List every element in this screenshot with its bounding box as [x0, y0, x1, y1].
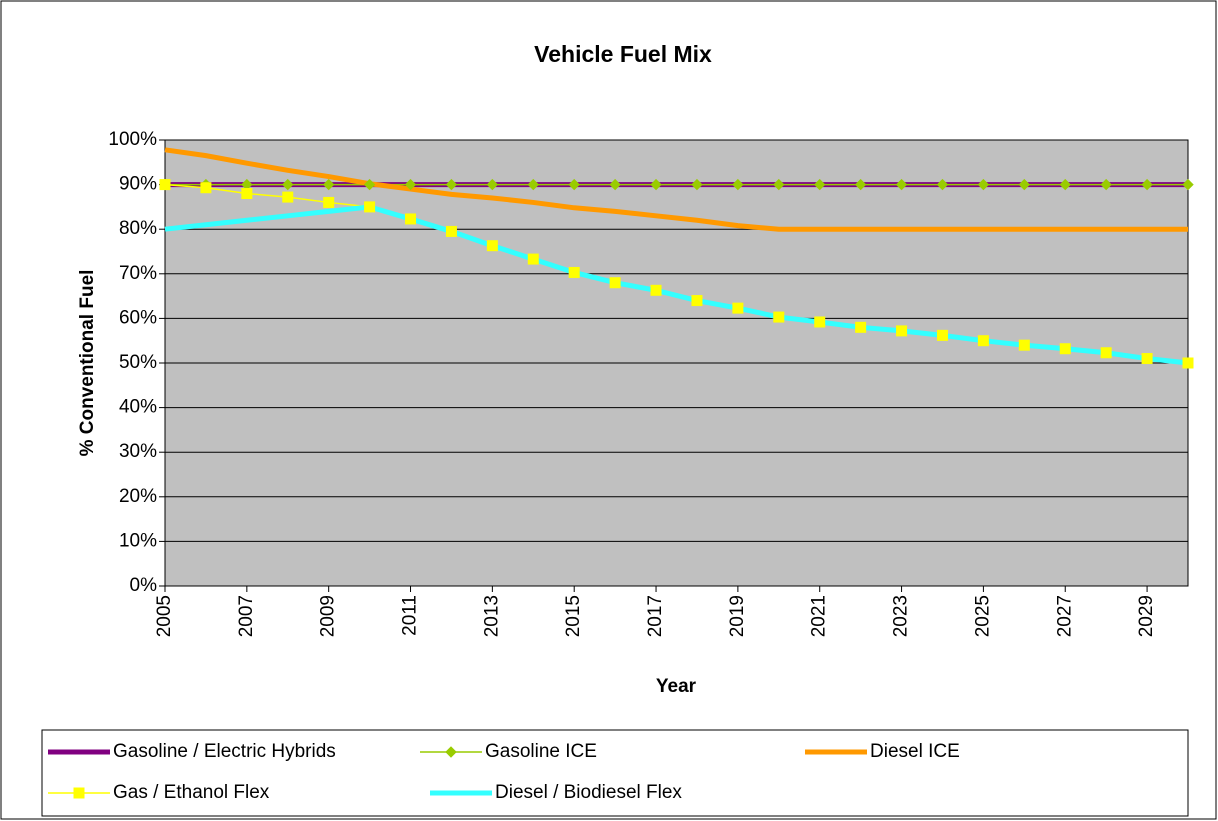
data-point [486, 178, 499, 191]
data-point [1100, 178, 1112, 191]
data-point [855, 321, 867, 333]
y-tick-label: 80% [119, 218, 157, 239]
data-point [936, 178, 949, 191]
data-point [691, 295, 703, 307]
data-point [1141, 353, 1153, 365]
data-point [732, 302, 744, 314]
data-point [282, 191, 294, 203]
y-axis-label: % Conventional Fuel [77, 270, 98, 457]
data-point [445, 225, 457, 237]
x-tick-label: 2005 [154, 595, 175, 637]
data-point [322, 178, 335, 191]
chart-title: Vehicle Fuel Mix [534, 41, 712, 67]
legend-label: Diesel ICE [870, 741, 960, 762]
y-tick-label: 70% [119, 263, 157, 284]
data-point [609, 277, 621, 289]
y-tick-label: 10% [119, 530, 157, 551]
y-tick-label: 50% [119, 352, 157, 373]
y-tick-label: 100% [108, 129, 157, 150]
x-tick-label: 2021 [809, 595, 830, 637]
data-point [977, 178, 990, 191]
x-tick-label: 2023 [891, 595, 912, 637]
y-tick-label: 60% [119, 307, 157, 328]
data-point [650, 178, 662, 191]
data-point [1182, 178, 1194, 191]
x-tick-label: 2013 [481, 595, 502, 637]
data-point [691, 178, 703, 191]
legend-label: Gasoline ICE [485, 741, 597, 762]
data-point [404, 178, 417, 191]
data-point [977, 335, 989, 347]
data-point [364, 201, 376, 213]
data-point [1182, 357, 1194, 369]
legend-label: Gasoline / Electric Hybrids [113, 741, 336, 762]
data-point [896, 325, 908, 337]
y-tick-label: 30% [119, 441, 157, 462]
x-tick-label: 2017 [645, 595, 666, 637]
legend-label: Diesel / Biodiesel Flex [495, 782, 682, 803]
data-point [609, 178, 621, 191]
data-point [568, 178, 580, 191]
legend-label: Gas / Ethanol Flex [113, 782, 270, 803]
data-point [854, 178, 867, 191]
legend-marker [445, 746, 457, 758]
legend-marker [73, 787, 85, 799]
data-point [1141, 178, 1153, 191]
x-tick-label: 2027 [1054, 595, 1075, 637]
data-point [1100, 347, 1112, 359]
data-point [527, 253, 539, 265]
data-point [405, 213, 417, 225]
data-point [1018, 339, 1030, 351]
x-tick-label: 2029 [1136, 595, 1157, 637]
data-point [732, 178, 744, 191]
data-point [363, 178, 376, 191]
data-point [1059, 178, 1071, 191]
data-point [200, 182, 212, 194]
x-tick-label: 2019 [727, 595, 748, 637]
series-line [164, 204, 1189, 366]
data-point [527, 178, 539, 191]
x-tick-label: 2025 [972, 595, 993, 637]
data-point [650, 284, 662, 296]
data-point [323, 196, 335, 208]
data-point [773, 311, 785, 323]
y-tick-label: 20% [119, 486, 157, 507]
x-tick-label: 2009 [318, 595, 339, 637]
data-point [568, 266, 580, 278]
data-point [486, 240, 498, 252]
data-point [445, 178, 458, 191]
data-point [814, 178, 826, 191]
y-tick-label: 0% [130, 575, 158, 596]
data-point [159, 179, 171, 191]
x-tick-label: 2011 [400, 595, 421, 636]
y-tick-label: 90% [119, 174, 157, 195]
data-point [895, 178, 908, 191]
x-tick-label: 2007 [236, 595, 257, 637]
data-point [1059, 343, 1071, 355]
series-line [164, 147, 1188, 232]
y-tick-label: 40% [119, 397, 157, 418]
data-point [241, 188, 253, 200]
data-point [1018, 178, 1031, 191]
x-tick-label: 2015 [563, 595, 584, 637]
x-axis-label: Year [656, 676, 697, 697]
data-point [814, 316, 826, 328]
data-point [773, 178, 785, 191]
data-point [282, 178, 294, 191]
data-point [936, 329, 948, 341]
legend [41, 729, 1189, 817]
